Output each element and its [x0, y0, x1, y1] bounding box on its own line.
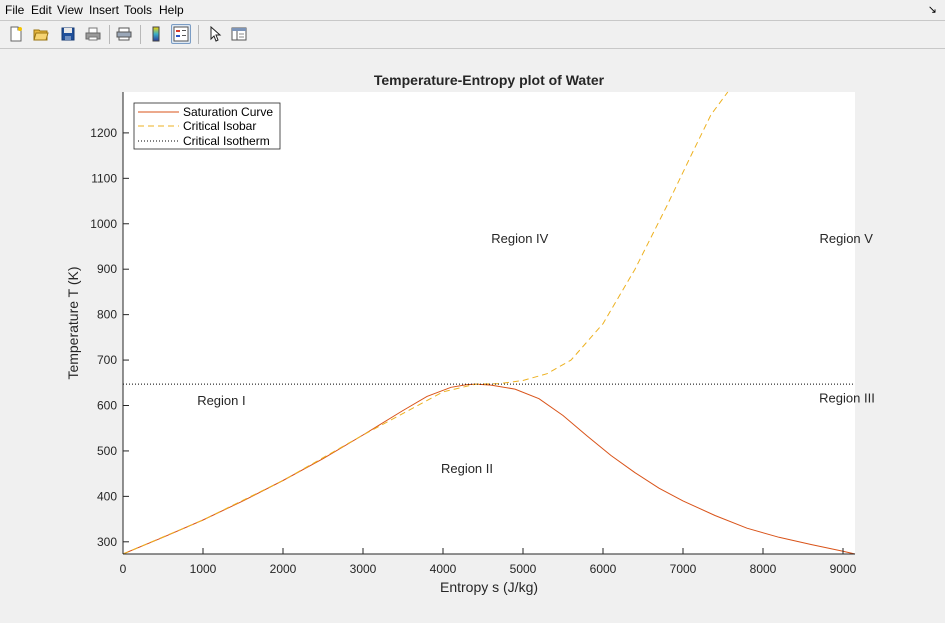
menu-bar: File Edit View Insert Tools Help ↘	[0, 0, 945, 20]
y-tick-label: 1000	[90, 217, 117, 231]
legend[interactable]: Saturation Curve Critical Isobar Critica…	[133, 102, 281, 150]
y-tick-label: 500	[97, 444, 117, 458]
x-tick-label: 9000	[830, 562, 857, 576]
y-axis-label: Temperature T (K)	[65, 266, 81, 379]
toolbar-divider	[109, 25, 110, 44]
menu-tools[interactable]: Tools	[124, 3, 153, 17]
y-tick-label: 1200	[90, 126, 117, 140]
colorbar-icon[interactable]	[146, 24, 166, 44]
property-editor-icon[interactable]	[229, 24, 249, 44]
y-tick-label: 700	[97, 353, 117, 367]
toolbar-divider	[140, 25, 141, 44]
legend-label-isotherm: Critical Isotherm	[183, 134, 270, 148]
region-annotation: Region I	[197, 393, 245, 408]
toolbar	[0, 21, 945, 48]
series-isobar-line	[122, 91, 729, 555]
x-tick-label: 1000	[190, 562, 217, 576]
region-annotation: Region V	[819, 231, 873, 246]
dock-arrow-icon[interactable]: ↘	[927, 4, 937, 16]
menu-help[interactable]: Help	[159, 3, 184, 17]
y-tick-label: 800	[97, 308, 117, 322]
y-tick-label: 300	[97, 535, 117, 549]
y-tick-label: 400	[97, 489, 117, 503]
print-icon[interactable]	[83, 24, 103, 44]
save-icon[interactable]	[58, 24, 78, 44]
menu-insert[interactable]: Insert	[89, 3, 120, 17]
y-tick-label: 1100	[91, 171, 117, 185]
region-annotation: Region III	[819, 391, 875, 406]
chart-svg: Temperature-Entropy plot of Water 0 1000 2…	[65, 72, 875, 595]
legend-label-isobar: Critical Isobar	[183, 119, 256, 133]
y-ticks: 300 400 500 600 700 800 900 1000 1100 1200	[90, 126, 129, 549]
legend-icon[interactable]	[171, 24, 191, 44]
region-annotation: Region IV	[491, 231, 548, 246]
edit-plot-icon[interactable]	[204, 24, 224, 44]
x-ticks: 0 1000 2000 3000 4000 5000 6000 7000 8000 9000	[120, 548, 857, 576]
plot-area	[123, 92, 855, 554]
x-tick-label: 2000	[270, 562, 297, 576]
x-tick-label: 6000	[590, 562, 617, 576]
x-tick-label: 5000	[510, 562, 537, 576]
curves-layer	[122, 91, 856, 555]
menu-view[interactable]: View	[57, 3, 83, 17]
y-tick-label: 600	[97, 399, 117, 413]
y-tick-label: 900	[97, 262, 117, 276]
print-preview-icon[interactable]	[114, 24, 134, 44]
x-tick-label: 4000	[430, 562, 457, 576]
x-axis-label: Entropy s (J/kg)	[440, 579, 538, 595]
x-tick-label: 8000	[750, 562, 777, 576]
new-figure-icon[interactable]	[6, 24, 26, 44]
legend-label-saturation: Saturation Curve	[183, 105, 273, 119]
chart-title: Temperature-Entropy plot of Water	[374, 72, 605, 88]
figure-canvas: Temperature-Entropy plot of Water 0 1000 2…	[0, 49, 945, 618]
toolbar-divider	[0, 48, 945, 49]
annotations: Region I Region II Region III Region IV Regi…	[197, 231, 875, 476]
toolbar-divider	[198, 25, 199, 44]
menu-divider	[0, 20, 945, 21]
x-tick-label: 3000	[350, 562, 377, 576]
menu-file[interactable]: File	[5, 3, 25, 17]
menu-edit[interactable]: Edit	[31, 3, 52, 17]
region-annotation: Region II	[441, 461, 493, 476]
open-file-icon[interactable]	[31, 24, 51, 44]
x-tick-label: 7000	[670, 562, 697, 576]
x-tick-label: 0	[120, 562, 127, 576]
